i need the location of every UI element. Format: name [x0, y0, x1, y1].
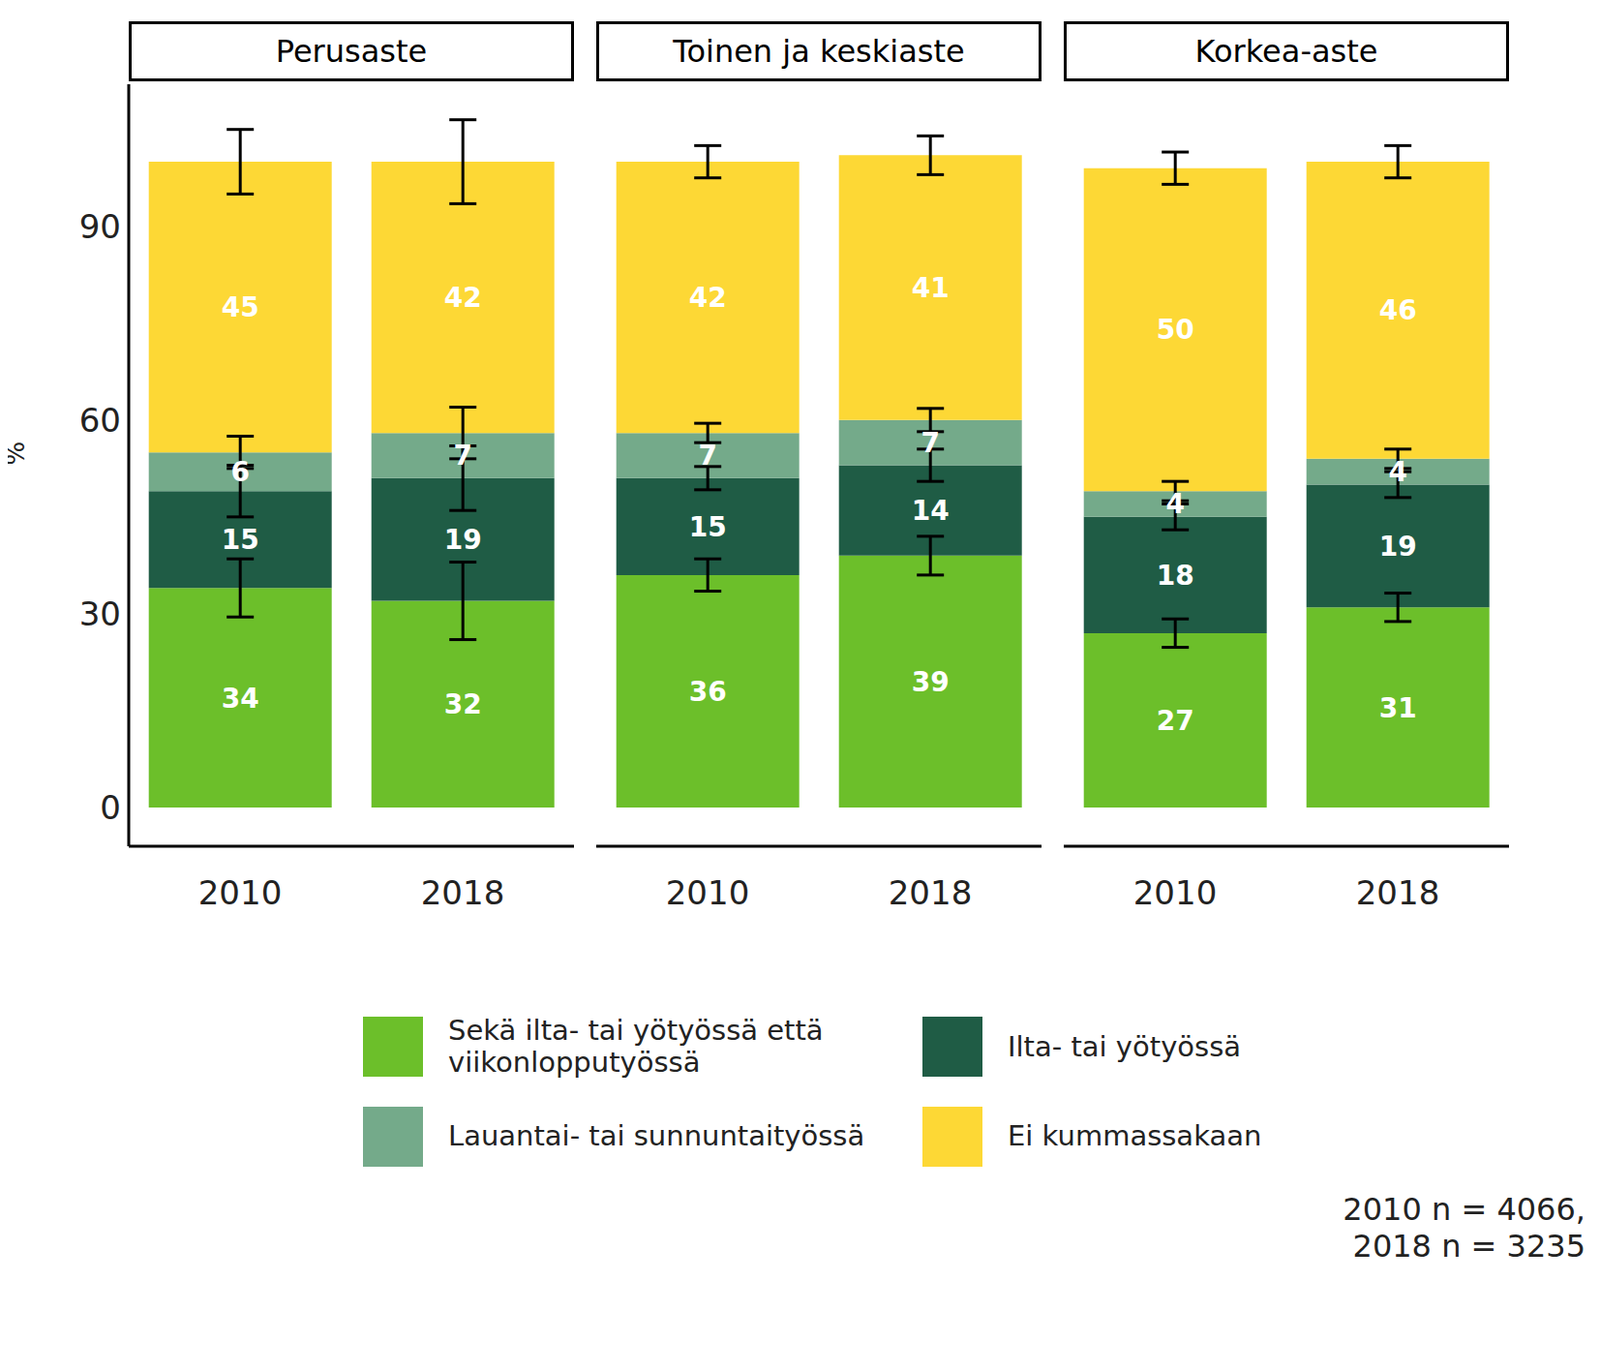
svg-text:30: 30 [79, 594, 121, 634]
svg-text:31: 31 [1379, 692, 1418, 725]
svg-text:2018: 2018 [888, 873, 973, 912]
svg-text:34: 34 [221, 682, 260, 715]
svg-text:42: 42 [689, 281, 727, 314]
svg-text:2010: 2010 [1133, 873, 1218, 912]
html-text:Ilta- tai yötyössä: Ilta- tai yötyössä [1007, 1029, 1241, 1063]
svg-text:15: 15 [689, 511, 727, 544]
svg-text:14: 14 [911, 494, 950, 527]
svg-text:41: 41 [911, 271, 950, 304]
html-text:Toinen ja keskiaste: Toinen ja keskiaste [673, 32, 965, 70]
svg-text:19: 19 [1379, 530, 1418, 563]
svg-text:7: 7 [452, 439, 472, 472]
svg-text:2018: 2018 [421, 873, 506, 912]
svg-text:%: % [7, 441, 31, 466]
svg-text:7: 7 [920, 426, 939, 459]
svg-text:0: 0 [99, 787, 121, 827]
svg-text:4: 4 [1165, 487, 1184, 520]
svg-text:39: 39 [911, 665, 950, 698]
html-text:Lauantai- tai sunnuntaityössä: Lauantai- tai sunnuntaityössä [448, 1118, 865, 1152]
svg-text:19: 19 [444, 523, 483, 556]
html-text:Perusaste: Perusaste [275, 32, 428, 70]
svg-text:42: 42 [444, 281, 483, 314]
svg-text:15: 15 [221, 523, 260, 556]
svg-text:60: 60 [79, 400, 121, 440]
svg-text:4: 4 [1388, 455, 1407, 488]
html-text:2018 n = 3235: 2018 n = 3235 [1352, 1227, 1586, 1265]
svg-text:2010: 2010 [198, 873, 283, 912]
svg-text:2010: 2010 [665, 873, 751, 912]
svg-text:32: 32 [444, 688, 483, 721]
svg-text:18: 18 [1156, 559, 1195, 592]
svg-text:36: 36 [689, 675, 727, 708]
svg-text:45: 45 [221, 291, 260, 324]
svg-text:50: 50 [1156, 313, 1195, 346]
html-text:Ei kummassakaan: Ei kummassakaan [1007, 1118, 1262, 1152]
svg-text:46: 46 [1379, 294, 1418, 327]
html-text:Sekä ilta- tai yötyössä että v: Sekä ilta- tai yötyössä että viikonloppu… [448, 1013, 824, 1079]
html-text:Korkea-aste: Korkea-aste [1195, 32, 1378, 70]
html-text:2010 n = 4066,: 2010 n = 4066, [1342, 1190, 1586, 1228]
svg-text:27: 27 [1156, 704, 1195, 737]
svg-text:2018: 2018 [1356, 873, 1441, 912]
svg-text:6: 6 [230, 455, 249, 488]
svg-text:90: 90 [79, 207, 121, 246]
svg-text:7: 7 [697, 439, 717, 472]
